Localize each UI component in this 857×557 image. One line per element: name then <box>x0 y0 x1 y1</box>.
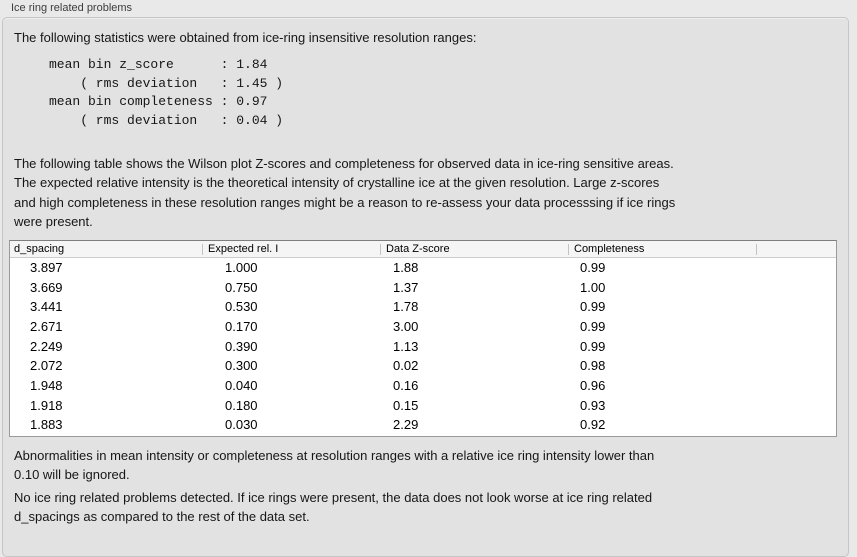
cell-data-z-score: 1.88 <box>393 260 419 275</box>
ignore-note-line: Abnormalities in mean intensity or compl… <box>14 448 655 463</box>
conclusion-line: d_spacings as compared to the rest of th… <box>14 509 310 525</box>
cell-expected-rel-i: 0.390 <box>225 338 258 354</box>
cell-completeness: 1.00 <box>580 279 606 295</box>
cell-d-spacing: 1.883 <box>30 417 63 433</box>
column-header-data-z-score[interactable]: Data Z-score <box>381 241 569 257</box>
cell-expected-rel-i: 0.300 <box>225 358 258 374</box>
table-header-row: d_spacing Expected rel. I Data Z-score C… <box>10 241 836 258</box>
cell-d-spacing: 3.669 <box>30 279 63 295</box>
cell-expected-rel-i: 0.750 <box>225 279 258 295</box>
conclusion-line: No ice ring related problems detected. I… <box>14 490 653 505</box>
stats-block: mean bin z_score : 1.84 ( rms deviation … <box>49 56 283 130</box>
cell-expected-rel-i: 0.530 <box>225 299 258 315</box>
cell-completeness: 0.98 <box>580 358 606 374</box>
column-header-expected-rel-i[interactable]: Expected rel. I <box>203 241 381 257</box>
cell-d-spacing: 3.441 <box>30 299 63 315</box>
cell-d-spacing: 1.918 <box>30 397 63 413</box>
ignore-note: Abnormalities in mean intensity or compl… <box>14 446 654 485</box>
cell-completeness: 0.92 <box>580 417 606 433</box>
cell-data-z-score: 3.00 <box>393 318 419 334</box>
cell-completeness: 0.96 <box>580 377 606 393</box>
table-row[interactable]: 1.883 0.030 2.29 0.92 <box>10 415 836 435</box>
cell-data-z-score: 1.78 <box>393 299 419 315</box>
table-row[interactable]: 3.669 0.750 1.37 1.00 <box>10 278 836 298</box>
cell-completeness: 0.99 <box>580 260 606 275</box>
cell-completeness: 0.99 <box>580 318 606 334</box>
cell-d-spacing: 1.948 <box>30 377 63 393</box>
table-description-line: and high completeness in these resolutio… <box>14 194 676 210</box>
cell-completeness: 0.93 <box>580 397 606 413</box>
cell-data-z-score: 0.02 <box>393 358 419 374</box>
ignore-note-line: 0.10 will be ignored. <box>14 467 130 483</box>
cell-d-spacing: 2.072 <box>30 358 63 374</box>
column-header-completeness[interactable]: Completeness <box>569 241 757 257</box>
conclusion-note: No ice ring related problems detected. I… <box>14 488 652 527</box>
cell-data-z-score: 0.16 <box>393 377 419 393</box>
stats-line: ( rms deviation : 1.45 ) <box>49 75 284 91</box>
table-body: 3.897 1.000 1.88 0.99 3.669 0.750 1.37 1… <box>10 258 836 435</box>
table-row[interactable]: 3.441 0.530 1.78 0.99 <box>10 297 836 317</box>
stats-line: mean bin z_score : 1.84 <box>49 57 268 72</box>
cell-completeness: 0.99 <box>580 299 606 315</box>
table-description-line: The following table shows the Wilson plo… <box>14 156 674 171</box>
cell-expected-rel-i: 0.040 <box>225 377 258 393</box>
cell-d-spacing: 3.897 <box>30 260 63 275</box>
column-header-d-spacing[interactable]: d_spacing <box>10 241 203 257</box>
cell-data-z-score: 1.13 <box>393 338 419 354</box>
cell-d-spacing: 2.671 <box>30 318 63 334</box>
column-header-spacer <box>757 241 836 257</box>
panel-title: Ice ring related problems <box>11 2 133 14</box>
table-row[interactable]: 2.072 0.300 0.02 0.98 <box>10 356 836 376</box>
cell-completeness: 0.99 <box>580 338 606 354</box>
cell-expected-rel-i: 0.030 <box>225 417 258 433</box>
ice-ring-table: d_spacing Expected rel. I Data Z-score C… <box>9 240 837 437</box>
table-description-line: The expected relative intensity is the t… <box>14 175 660 191</box>
table-row[interactable]: 1.918 0.180 0.15 0.93 <box>10 396 836 416</box>
cell-d-spacing: 2.249 <box>30 338 63 354</box>
intro-text: The following statistics were obtained f… <box>14 30 477 45</box>
cell-expected-rel-i: 0.170 <box>225 318 258 334</box>
table-row[interactable]: 2.249 0.390 1.13 0.99 <box>10 337 836 357</box>
cell-expected-rel-i: 0.180 <box>225 397 258 413</box>
stats-line: ( rms deviation : 0.04 ) <box>49 112 284 128</box>
table-description-line: were present. <box>14 213 93 229</box>
table-description: The following table shows the Wilson plo… <box>14 154 675 231</box>
cell-data-z-score: 1.37 <box>393 279 419 295</box>
cell-data-z-score: 0.15 <box>393 397 419 413</box>
stats-line: mean bin completeness : 0.97 <box>49 94 268 109</box>
table-row[interactable]: 1.948 0.040 0.16 0.96 <box>10 376 836 396</box>
intro-paragraph: The following statistics were obtained f… <box>14 28 476 47</box>
cell-data-z-score: 2.29 <box>393 417 419 433</box>
table-row[interactable]: 3.897 1.000 1.88 0.99 <box>10 258 836 278</box>
cell-expected-rel-i: 1.000 <box>225 260 258 275</box>
table-row[interactable]: 2.671 0.170 3.00 0.99 <box>10 317 836 337</box>
